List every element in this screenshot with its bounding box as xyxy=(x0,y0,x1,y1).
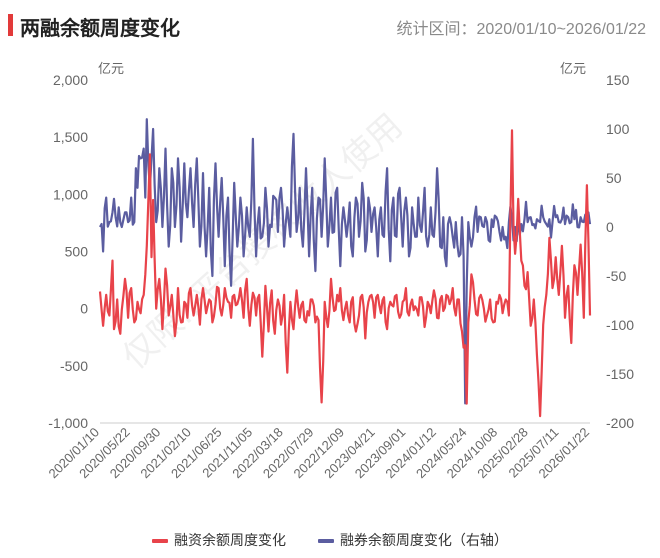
right-axis-tick-label: 150 xyxy=(606,72,630,88)
right-axis-tick-label: -50 xyxy=(606,268,626,284)
series-line-margin-financing xyxy=(98,129,592,418)
left-axis-tick-label: -1,000 xyxy=(48,415,88,431)
legend-label-margin-financing: 融资余额周度变化 xyxy=(174,532,287,548)
date-range-label: 统计区间： xyxy=(396,21,477,38)
title-accent-bar xyxy=(8,14,13,36)
right-axis-tick-label: 0 xyxy=(606,219,614,235)
right-axis-tick-label: 50 xyxy=(606,170,622,186)
left-axis-tick-label: 500 xyxy=(65,244,89,260)
right-axis-tick-label: -150 xyxy=(606,366,634,382)
right-axis-tick-label: -100 xyxy=(606,317,634,333)
left-axis-tick-label: 0 xyxy=(80,301,88,317)
chart-canvas: 仅限..平台授权收人使用 -1,000-50005001,0001,5002,0… xyxy=(45,62,634,481)
legend-item-securities-lending[interactable]: 融券余额周度变化（右轴） xyxy=(317,530,508,550)
left-axis-unit: 亿元 xyxy=(98,62,124,77)
left-axis-tick-label: 2,000 xyxy=(53,72,88,88)
legend-swatch-blue xyxy=(317,539,334,544)
right-axis-unit: 亿元 xyxy=(560,62,586,77)
chart-legend: 融资余额周度变化 融券余额周度变化（右轴） xyxy=(0,530,660,550)
legend-label-securities-lending: 融券余额周度变化（右轴） xyxy=(339,532,508,548)
date-range: 统计区间：2020/01/10~2026/01/22 xyxy=(396,15,646,39)
chart-title: 两融余额周度变化 xyxy=(20,18,180,40)
date-range-value: 2020/01/10~2026/01/22 xyxy=(476,21,647,38)
legend-swatch-red xyxy=(152,539,169,544)
legend-item-margin-financing[interactable]: 融资余额周度变化 xyxy=(152,530,286,550)
left-axis-tick-label: 1,000 xyxy=(53,186,88,202)
left-axis-tick-label: 1,500 xyxy=(53,129,88,145)
series-line-securities-lending xyxy=(99,118,592,405)
right-axis-tick-label: 100 xyxy=(606,121,630,137)
left-axis-tick-label: -500 xyxy=(60,358,88,374)
right-axis-tick-label: -200 xyxy=(606,415,634,431)
